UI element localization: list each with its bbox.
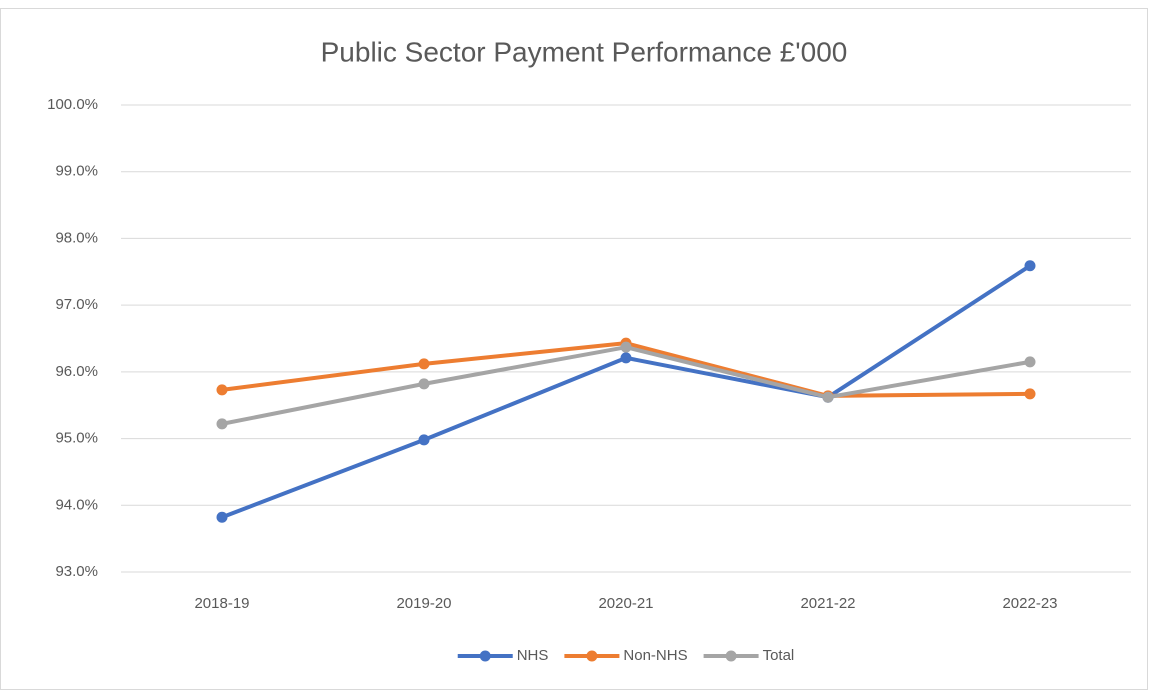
x-tick-label: 2020-21 [598,595,653,612]
marker [620,341,632,353]
y-tick-label: 100.0% [47,96,98,113]
legend-label: Total [763,647,795,664]
y-tick-label: 93.0% [55,563,98,580]
y-tick-label: 95.0% [55,430,98,447]
y-tick-label: 96.0% [55,363,98,380]
marker [418,378,430,390]
y-tick-label: 97.0% [55,296,98,313]
marker [216,384,228,396]
y-tick-label: 94.0% [55,496,98,513]
legend-label: NHS [517,647,549,664]
legend-label: Non-NHS [623,647,687,664]
legend-marker [586,650,598,662]
x-tick-label: 2022-23 [1002,595,1057,612]
x-tick-label: 2019-20 [396,595,451,612]
marker [216,511,228,523]
marker [418,358,430,370]
x-tick-label: 2018-19 [194,595,249,612]
marker [1024,388,1036,400]
legend-marker [479,650,491,662]
marker [1024,356,1036,368]
marker [1024,260,1036,272]
chart-title: Public Sector Payment Performance £'000 [321,36,848,67]
marker [822,391,834,403]
y-tick-label: 99.0% [55,163,98,180]
marker [418,434,430,446]
x-tick-label: 2021-22 [800,595,855,612]
marker [216,418,228,430]
y-tick-label: 98.0% [55,229,98,246]
marker [620,352,632,364]
legend-marker [725,650,737,662]
